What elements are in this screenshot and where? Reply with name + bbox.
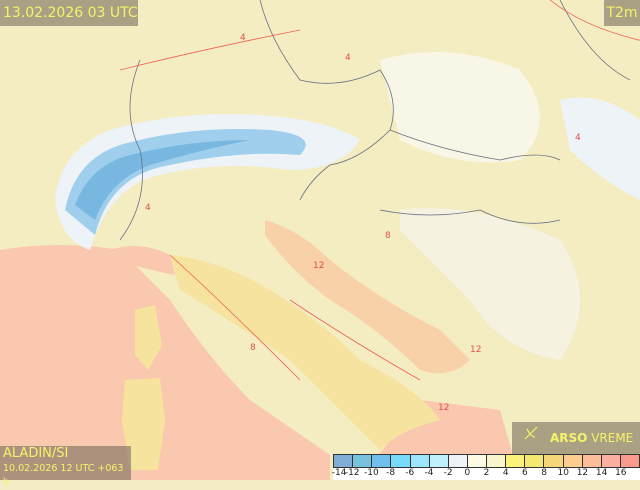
adriatic-sea <box>265 220 470 374</box>
legend-color-box <box>391 455 411 467</box>
balkans-white <box>400 208 580 360</box>
legend-tick: -12 <box>344 468 360 478</box>
legend-tick: -6 <box>405 468 415 478</box>
border-line <box>389 129 561 161</box>
legend-tick: -4 <box>424 468 434 478</box>
legend-tick: 2 <box>483 468 490 478</box>
contour-label: 12 <box>470 345 481 355</box>
legend-color-box <box>334 455 354 467</box>
contour-label: 4 <box>240 33 246 43</box>
legend-tick: 6 <box>522 468 528 478</box>
borders <box>119 0 631 241</box>
temperature-map: 4 4 4 8 12 12 12 8 4 <box>0 0 640 480</box>
legend-color-box <box>620 455 639 467</box>
model-info: ALADIN/SI 10.02.2026 12 UTC +063 h <box>0 446 131 488</box>
legend-color-box <box>448 455 468 467</box>
contour-label: 12 <box>438 403 449 413</box>
italy-peninsula <box>170 255 440 450</box>
carpathian-cold <box>560 97 640 200</box>
alps-very-cold <box>65 129 306 235</box>
ligurian-sea <box>110 246 175 275</box>
border-line <box>559 0 631 81</box>
legend-color-box <box>601 455 621 467</box>
color-legend: -14 -12 -10 -8 -6 -4 -2 0 2 4 6 8 10 12 14 16 <box>331 454 640 480</box>
contour-label: 12 <box>313 261 324 271</box>
legend-color-box <box>410 455 430 467</box>
border-line <box>119 59 143 241</box>
contour-label: 4 <box>345 53 351 63</box>
legend-tick: 8 <box>541 468 547 478</box>
satellite-dish-icon <box>522 422 542 454</box>
legend-tick: -2 <box>443 468 453 478</box>
contour-label: 4 <box>575 133 581 143</box>
legend-tick: 16 <box>615 468 627 478</box>
contours <box>119 0 640 381</box>
model-name: ALADIN/SI <box>3 446 69 461</box>
legend-color-box <box>582 455 602 467</box>
legend-tick: 12 <box>576 468 589 478</box>
legend-tick: 14 <box>595 468 608 478</box>
legend-tick: -14 <box>331 468 347 478</box>
legend-color-box <box>467 455 487 467</box>
legend-tick: -10 <box>364 468 379 478</box>
contour-label: 4 <box>145 203 151 213</box>
legend-tick: 4 <box>502 468 509 478</box>
legend-tick: 10 <box>557 468 569 478</box>
legend-ticks: -14 -12 -10 -8 -6 -4 -2 0 2 4 6 8 10 12 14 16 <box>331 468 640 480</box>
brand-bold: ARSO <box>550 431 588 445</box>
arso-logo: ARSO VREME <box>512 422 640 454</box>
legend-color-box <box>487 455 507 467</box>
brand-light: VREME <box>591 431 634 445</box>
contour-label: 8 <box>385 231 391 241</box>
legend-color-box <box>563 455 583 467</box>
tyrrhenian-sea <box>0 245 330 480</box>
legend-color-box <box>506 455 526 467</box>
legend-color-box <box>353 455 373 467</box>
pannonian-white <box>380 52 540 163</box>
valid-time-label: 13.02.2026 03 UTC <box>0 0 138 26</box>
legend-tick: -8 <box>386 468 396 478</box>
border-line <box>259 0 394 131</box>
border-line <box>299 129 391 201</box>
sardinia <box>122 378 165 470</box>
corsica <box>135 305 162 370</box>
alps-coldest <box>75 140 250 220</box>
legend-color-box <box>544 455 564 467</box>
legend-color-box <box>429 455 449 467</box>
legend-tick: 0 <box>464 468 471 478</box>
border-line <box>379 209 561 224</box>
contour-labels: 4 4 4 8 12 12 12 8 4 <box>145 33 581 413</box>
legend-color-box <box>525 455 545 467</box>
legend-boxes <box>333 454 640 468</box>
model-run: 10.02.2026 12 UTC +063 h <box>3 463 124 488</box>
parameter-label: T2m <box>604 0 640 26</box>
contour-label: 8 <box>250 343 256 353</box>
legend-color-box <box>372 455 392 467</box>
